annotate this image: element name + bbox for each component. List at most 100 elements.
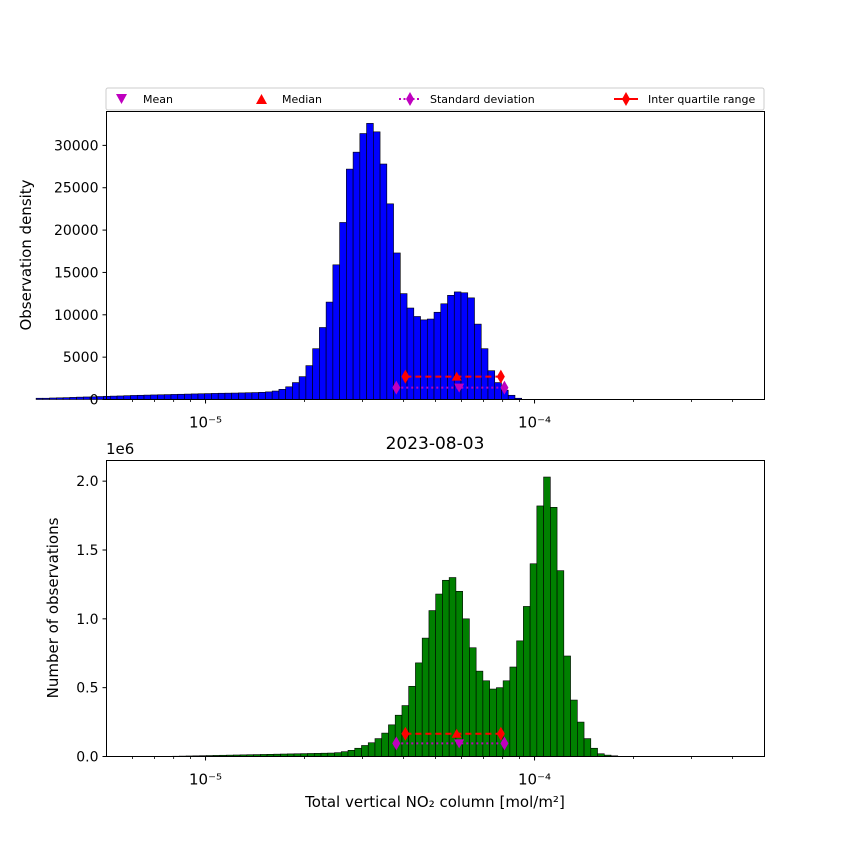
histogram-bar xyxy=(386,203,394,400)
histogram-bar xyxy=(211,393,219,400)
histogram-bar xyxy=(163,394,172,400)
histogram-bar xyxy=(325,301,334,400)
legend: Mean Median Standard deviation Inter qua… xyxy=(105,87,765,111)
count-statistics xyxy=(392,726,509,751)
histogram-bar xyxy=(238,392,246,400)
x-axis-label: Total vertical NO₂ column [mol/m²] xyxy=(304,793,565,811)
iqr-lower-marker xyxy=(401,369,410,384)
count-y-ticks: 0.0 0.5 1.0 1.5 2.0 xyxy=(76,474,107,766)
histogram-bar xyxy=(590,747,598,757)
histogram-bar xyxy=(157,394,165,400)
y-tick-label: 25000 xyxy=(54,181,99,197)
histogram-bar xyxy=(556,570,565,757)
histogram-bar xyxy=(278,389,286,400)
diamond-line-icon xyxy=(622,92,630,106)
histogram-bar xyxy=(442,579,450,757)
histogram-bar xyxy=(334,752,342,757)
histogram-bar xyxy=(298,376,307,400)
histogram-bar xyxy=(550,507,558,757)
iqr-upper-marker xyxy=(496,369,505,384)
histogram-bar xyxy=(130,395,138,400)
std-upper-marker xyxy=(500,736,509,751)
histogram-bar xyxy=(507,394,516,400)
histogram-bar xyxy=(494,382,502,400)
density-bars xyxy=(35,123,523,400)
y-tick-label: 2.0 xyxy=(76,474,98,490)
histogram-bar xyxy=(462,618,470,757)
histogram-bar xyxy=(231,392,239,400)
histogram-bar xyxy=(489,688,497,757)
legend-label: Inter quartile range xyxy=(648,93,755,106)
histogram-bar xyxy=(56,397,64,400)
histogram-bar xyxy=(393,252,401,400)
histogram-bar xyxy=(523,606,531,757)
histogram-bar xyxy=(204,393,212,400)
y-tick-label: 5000 xyxy=(63,350,99,366)
histogram-bar xyxy=(69,397,77,400)
histogram-bar xyxy=(400,293,408,400)
std-upper-marker xyxy=(500,380,509,395)
histogram-bar xyxy=(367,742,376,757)
histogram-bar xyxy=(170,394,179,400)
iqr-lower-marker xyxy=(401,726,410,741)
y-tick-label: 30000 xyxy=(54,138,99,154)
histogram-bar xyxy=(332,264,340,400)
histogram-bar xyxy=(109,395,118,400)
histogram-bar xyxy=(292,382,300,400)
mean-marker xyxy=(454,739,465,749)
histogram-bar xyxy=(339,222,347,400)
histogram-bar xyxy=(224,392,232,400)
histogram-bar xyxy=(394,714,403,757)
histogram-bar xyxy=(469,647,477,757)
y-offset-text: 1e6 xyxy=(106,440,134,458)
histogram-bar xyxy=(577,721,585,757)
y-axis-label: Number of observations xyxy=(44,517,62,698)
legend-frame xyxy=(105,87,765,111)
histogram-bar xyxy=(143,394,152,400)
count-histogram-panel: 2023-08-03 1e6 0.00.51.01.52.0 10⁻⁵ 10⁻⁴ … xyxy=(44,434,765,811)
density-statistics xyxy=(392,369,509,395)
histogram-bar xyxy=(361,745,369,757)
triangle-down-icon xyxy=(116,94,127,104)
std-lower-marker xyxy=(392,380,401,395)
histogram-bar xyxy=(347,750,356,757)
histogram-bar xyxy=(447,295,455,400)
histogram-bar xyxy=(116,395,125,400)
histogram-bar xyxy=(583,738,592,757)
diamond-dotted-icon xyxy=(406,92,414,106)
histogram-bar xyxy=(354,747,362,757)
y-tick-label: 20000 xyxy=(54,223,99,239)
histogram-bar xyxy=(190,393,199,400)
legend-mean: Mean xyxy=(116,93,173,106)
histogram-bar xyxy=(516,640,524,757)
histogram-bar xyxy=(271,390,280,400)
histogram-bar xyxy=(150,394,158,400)
histogram-bar xyxy=(340,751,349,757)
histogram-bar xyxy=(563,655,571,757)
iqr-upper-marker xyxy=(496,726,505,741)
histogram-bar xyxy=(62,397,71,400)
x-tick-label: 10⁻⁴ xyxy=(518,414,551,432)
histogram-bar xyxy=(406,307,415,400)
histogram-bar xyxy=(448,577,457,757)
legend-label: Mean xyxy=(143,93,173,106)
triangle-up-icon xyxy=(256,94,267,104)
histogram-bar xyxy=(352,151,361,400)
y-tick-label: 10000 xyxy=(54,308,99,324)
histogram-bar xyxy=(285,386,293,400)
histogram-bar xyxy=(305,365,313,400)
histogram-bar xyxy=(529,563,538,757)
histogram-bar xyxy=(184,393,192,400)
histogram-bar xyxy=(408,685,416,757)
y-tick-label: 0.0 xyxy=(76,750,98,766)
histogram-bar xyxy=(177,393,185,400)
count-x-ticks: 10⁻⁵ 10⁻⁴ xyxy=(132,756,734,789)
mean-marker xyxy=(454,383,465,393)
histogram-bar xyxy=(543,476,551,757)
count-bars xyxy=(172,476,619,757)
histogram-bar xyxy=(435,593,443,757)
median-marker xyxy=(451,371,462,381)
y-tick-label: 1.5 xyxy=(76,543,98,559)
